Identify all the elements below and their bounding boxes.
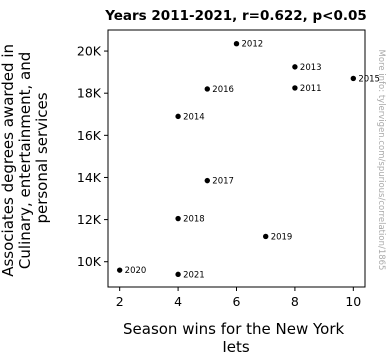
x-tick-label: 8	[291, 294, 299, 309]
y-axis-label-line-3: personal services	[33, 92, 51, 223]
data-point	[116, 267, 123, 273]
data-point-label: 2019	[271, 232, 293, 242]
x-axis-label: Season wins for the New York Jets	[123, 320, 349, 352]
x-tick-label: 4	[174, 294, 182, 309]
data-point-label: 2020	[125, 266, 147, 276]
x-tick-label: 6	[233, 294, 241, 309]
data-point-label: 2015	[358, 74, 380, 84]
data-point	[175, 113, 181, 120]
data-points: 2011 2012 2013 2014 2015 2016 2017 2018 2019 2020…	[116, 40, 380, 280]
source-note: More info: tylervigen.com/spurious/corre…	[376, 30, 386, 290]
y-tick-label: 14K	[77, 170, 102, 185]
data-point-label: 2017	[212, 177, 234, 187]
data-point	[233, 40, 240, 47]
data-point	[292, 64, 298, 70]
y-tick-label: 18K	[77, 86, 102, 101]
data-point-label: 2021	[183, 270, 205, 280]
plot-frame	[107, 29, 366, 288]
data-point	[204, 86, 210, 92]
x-axis-label-line-2: Jets	[221, 338, 250, 352]
data-point	[204, 177, 210, 184]
data-point	[292, 85, 298, 91]
x-axis-label-line-1: Season wins for the New York	[123, 320, 345, 338]
y-tick-label: 20K	[77, 44, 102, 59]
x-axis-ticks: 2 4 6 8 10	[116, 287, 361, 309]
data-point	[175, 215, 181, 222]
data-point-label: 2016	[212, 85, 234, 95]
data-point-label: 2012	[242, 40, 264, 50]
data-point-label: 2011	[300, 84, 322, 94]
x-tick-label: 10	[345, 294, 361, 309]
y-axis-ticks: 10K 12K 14K 16K 18K 20K	[77, 44, 108, 269]
data-point-label: 2013	[300, 63, 322, 73]
data-point	[350, 75, 357, 82]
y-tick-label: 10K	[77, 254, 102, 269]
data-point-label: 2014	[183, 112, 205, 122]
y-axis-label-line-2: Culinary, entertainment, and	[16, 52, 34, 269]
x-tick-label: 2	[116, 294, 124, 309]
data-point	[175, 271, 181, 278]
y-axis-label-line-1: Associates degrees awarded in	[0, 44, 17, 277]
source-note-text: More info: tylervigen.com/spurious/corre…	[376, 49, 386, 271]
chart-title: Years 2011-2021, r=0.622, p<0.05	[104, 8, 367, 24]
y-tick-label: 12K	[77, 212, 102, 227]
data-point	[263, 233, 269, 240]
data-point-label: 2018	[183, 215, 205, 225]
y-tick-label: 16K	[77, 128, 102, 143]
y-axis-label: Associates degrees awarded in Culinary, …	[0, 39, 51, 277]
